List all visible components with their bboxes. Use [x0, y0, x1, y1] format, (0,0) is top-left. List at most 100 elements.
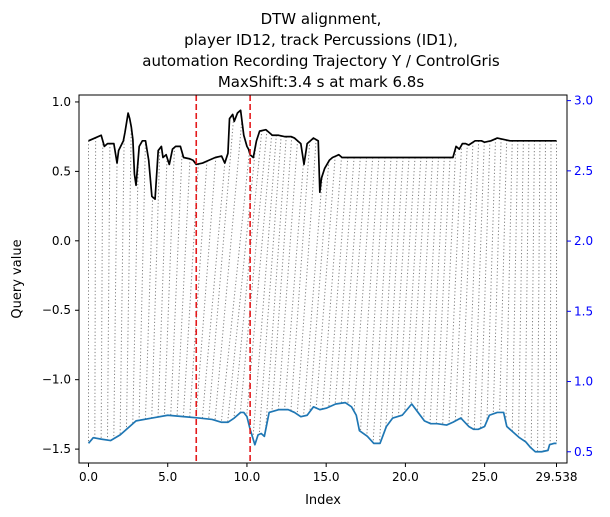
y-tick-label: 1.0 [52, 95, 71, 109]
alignment-line [265, 136, 287, 431]
chart-title: DTW alignment, player ID12, track Percus… [142, 10, 500, 91]
alignment-line [220, 152, 250, 423]
title-line-1: DTW alignment, [261, 10, 382, 28]
alignment-line [309, 161, 330, 412]
alignment-line [125, 126, 132, 430]
alignment-line [486, 138, 496, 421]
alignment-line [340, 157, 361, 404]
alignment-line [505, 140, 513, 423]
alignment-line [296, 139, 317, 415]
alignment-line [499, 140, 508, 413]
x-tick-label: 29.538 [536, 470, 578, 484]
x-tick-label: 20.0 [392, 470, 419, 484]
alignment-line [416, 157, 434, 412]
alignment-line [119, 136, 125, 435]
alignment-line [391, 157, 410, 419]
alignment-line [372, 157, 392, 443]
alignment-line [284, 161, 305, 410]
alignment-line [537, 140, 541, 452]
alignment-line [151, 148, 161, 419]
alignment-line [385, 157, 404, 429]
alignment-line [442, 147, 457, 425]
alignment-line [461, 142, 474, 419]
alignment-line [189, 161, 208, 418]
title-line-3: automation Recording Trajectory Y / Cont… [142, 52, 500, 70]
alignment-line [303, 175, 323, 417]
x-tick-label: 25.0 [471, 470, 498, 484]
alignment-line [106, 143, 111, 441]
alignment-line [195, 157, 217, 418]
alignment-line [182, 163, 199, 417]
alignment-line [334, 157, 355, 405]
alignment-line [511, 140, 519, 432]
alignment-line [410, 157, 428, 405]
alignment-line [290, 141, 311, 411]
y-tick-label: 0.5 [52, 164, 71, 178]
alignment-line [157, 157, 168, 417]
y-axis-left: −1.5 −1.0 −0.5 0.0 0.5 1.0 [42, 95, 79, 456]
alignment-line [277, 140, 299, 410]
alignment-line [144, 196, 154, 420]
title-line-2: player ID12, track Percussions (ID1), [184, 31, 458, 49]
x-tick-label: 5.0 [158, 470, 177, 484]
alignment-line [435, 157, 451, 424]
alignment-line [366, 157, 386, 436]
alignment-line [467, 140, 480, 426]
y-tick-label: 0.0 [52, 234, 71, 248]
y-axis-label: Query value [10, 239, 25, 318]
reference-series-line [87, 401, 557, 453]
alignment-line [543, 140, 546, 452]
alignment-line [271, 136, 293, 412]
alignment-line [549, 140, 552, 445]
y2-tick-label: 3.0 [574, 94, 593, 108]
alignment-line [378, 157, 398, 444]
alignment-line [252, 135, 277, 439]
alignment-line [359, 157, 380, 432]
alignment-line [132, 156, 139, 424]
alignment-line [239, 130, 268, 413]
alignment-line [176, 158, 191, 417]
y-tick-label: −1.0 [42, 373, 71, 387]
alignment-line [454, 144, 468, 422]
series-layer [87, 109, 557, 453]
plot-frame [78, 94, 568, 464]
y2-tick-label: 1.5 [574, 304, 593, 318]
alignment-line [448, 145, 463, 425]
alignment-line [328, 157, 349, 408]
y-axis-right: 0.5 1.0 1.5 2.0 2.5 3.0 [567, 94, 593, 459]
alignment-line [524, 140, 530, 442]
alignment-line [208, 118, 235, 420]
y-tick-label: −0.5 [42, 303, 71, 317]
x-tick-label: 15.0 [313, 470, 340, 484]
query-series-line [88, 109, 557, 200]
alignment-line [530, 140, 535, 449]
alignment-lines [88, 118, 558, 452]
x-tick-label: 10.0 [234, 470, 261, 484]
alignment-line [113, 162, 118, 439]
alignment-line [138, 140, 146, 421]
title-line-4: MaxShift:3.4 s at mark 6.8s [218, 73, 424, 91]
alignment-line [429, 157, 445, 424]
alignment-line [397, 157, 416, 417]
alignment-line [258, 135, 282, 435]
alignment-line [518, 140, 524, 437]
alignment-line [423, 157, 439, 420]
y2-tick-label: 2.5 [574, 164, 593, 178]
alignment-line [94, 137, 97, 439]
alignment-line [322, 157, 343, 410]
x-tick-label: 0.0 [79, 470, 98, 484]
alignment-line [233, 130, 263, 419]
y2-tick-label: 1.0 [574, 375, 593, 389]
alignment-line [480, 141, 491, 429]
y2-tick-label: 2.0 [574, 234, 593, 248]
marker-lines [195, 95, 251, 463]
alignment-line [347, 157, 368, 405]
alignment-line [227, 143, 257, 423]
y2-tick-label: 0.5 [574, 445, 593, 459]
x-axis: 0.0 5.0 10.0 15.0 20.0 25.0 29.538 [79, 463, 578, 484]
x-axis-label: Index [305, 493, 341, 508]
alignment-line [214, 120, 243, 421]
alignment-line [163, 147, 175, 416]
alignment-line [473, 142, 485, 430]
